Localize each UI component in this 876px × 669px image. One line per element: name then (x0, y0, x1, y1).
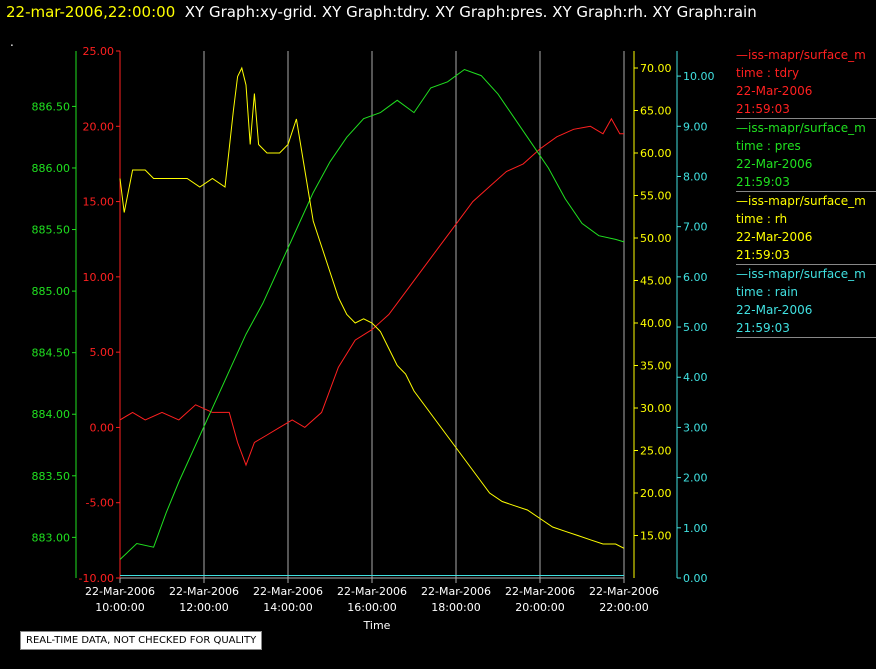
y-tick-label-pres: 884.50 (32, 347, 71, 360)
y-tick-label-rain: 4.00 (683, 371, 708, 384)
legend-time: 21:59:03 (736, 321, 790, 335)
y-tick-label-pres: 883.50 (32, 470, 71, 483)
y-tick-label-tdry: 15.00 (83, 196, 115, 209)
x-tick-time: 12:00:00 (179, 601, 228, 614)
y-tick-label-pres: 885.00 (32, 285, 71, 298)
legend: —iss-mapr/surface_m time : tdry 22-Mar-2… (736, 46, 876, 338)
y-tick-label-rh: 50.00 (640, 232, 672, 245)
x-tick-time: 16:00:00 (347, 601, 396, 614)
y-tick-label-tdry: 0.00 (90, 421, 115, 434)
y-tick-label-rh: 25.00 (640, 445, 672, 458)
x-tick-date: 22-Mar-2006 (253, 585, 323, 598)
legend-variable: time : tdry (736, 66, 800, 80)
x-tick-date: 22-Mar-2006 (337, 585, 407, 598)
x-axis-label: Time (363, 619, 391, 632)
legend-source: —iss-mapr/surface_m (736, 267, 866, 281)
y-tick-label-tdry: -5.00 (86, 497, 114, 510)
x-tick-time: 22:00:00 (599, 601, 648, 614)
x-tick-time: 14:00:00 (263, 601, 312, 614)
legend-variable: time : pres (736, 139, 801, 153)
header-timestamp: 22-mar-2006,22:00:00 (6, 3, 176, 21)
legend-date: 22-Mar-2006 (736, 230, 813, 244)
y-tick-label-pres: 886.50 (32, 100, 71, 113)
y-tick-label-rh: 60.00 (640, 147, 672, 160)
y-tick-label-pres: 884.00 (32, 408, 71, 421)
y-tick-label-rh: 45.00 (640, 275, 672, 288)
x-tick-date: 22-Mar-2006 (85, 585, 155, 598)
y-tick-label-rain: 9.00 (683, 120, 708, 133)
y-tick-label-rain: 1.00 (683, 522, 708, 535)
marker-dot: . (10, 35, 14, 49)
legend-entry-rain: —iss-mapr/surface_m time : rain 22-Mar-2… (736, 265, 876, 338)
series-line-pres (119, 68, 625, 560)
y-tick-label-rain: 7.00 (683, 221, 708, 234)
legend-source: —iss-mapr/surface_m (736, 121, 866, 135)
legend-variable: time : rain (736, 285, 799, 299)
legend-time: 21:59:03 (736, 248, 790, 262)
y-tick-label-rain: 6.00 (683, 271, 708, 284)
legend-entry-rh: —iss-mapr/surface_m time : rh 22-Mar-200… (736, 192, 876, 265)
y-tick-label-tdry: 25.00 (83, 45, 115, 58)
legend-variable: time : rh (736, 212, 788, 226)
legend-date: 22-Mar-2006 (736, 157, 813, 171)
x-tick-date: 22-Mar-2006 (169, 585, 239, 598)
y-tick-label-rh: 20.00 (640, 487, 672, 500)
y-tick-label-rh: 15.00 (640, 530, 672, 543)
y-tick-label-rh: 70.00 (640, 62, 672, 75)
y-tick-label-rh: 65.00 (640, 105, 672, 118)
y-tick-label-rain: 0.00 (683, 572, 708, 585)
y-tick-label-tdry: -10.00 (79, 572, 114, 585)
series-line-rh (119, 66, 625, 549)
legend-time: 21:59:03 (736, 102, 790, 116)
y-tick-label-rain: 8.00 (683, 170, 708, 183)
legend-date: 22-Mar-2006 (736, 84, 813, 98)
y-tick-label-rain: 2.00 (683, 472, 708, 485)
x-tick-date: 22-Mar-2006 (505, 585, 575, 598)
legend-source: —iss-mapr/surface_m (736, 48, 866, 62)
x-tick-time: 20:00:00 (515, 601, 564, 614)
y-tick-label-rain: 3.00 (683, 421, 708, 434)
legend-entry-tdry: —iss-mapr/surface_m time : tdry 22-Mar-2… (736, 46, 876, 119)
y-tick-label-tdry: 20.00 (83, 120, 115, 133)
series-line-tdry (119, 117, 624, 467)
header-graph-list: XY Graph:xy-grid. XY Graph:tdry. XY Grap… (184, 3, 757, 21)
y-tick-label-rh: 35.00 (640, 360, 672, 373)
y-tick-label-tdry: 5.00 (90, 346, 115, 359)
quality-disclaimer: REAL-TIME DATA, NOT CHECKED FOR QUALITY (20, 631, 263, 650)
x-tick-date: 22-Mar-2006 (589, 585, 659, 598)
y-tick-label-rain: 10.00 (683, 70, 715, 83)
legend-source: —iss-mapr/surface_m (736, 194, 866, 208)
x-tick-time: 10:00:00 (95, 601, 144, 614)
legend-date: 22-Mar-2006 (736, 303, 813, 317)
y-tick-label-pres: 886.00 (32, 162, 71, 175)
x-tick-date: 22-Mar-2006 (421, 585, 491, 598)
legend-time: 21:59:03 (736, 175, 790, 189)
y-tick-label-rain: 5.00 (683, 321, 708, 334)
y-tick-label-rh: 40.00 (640, 317, 672, 330)
y-tick-label-rh: 55.00 (640, 190, 672, 203)
y-tick-label-pres: 883.00 (32, 531, 71, 544)
x-tick-time: 18:00:00 (431, 601, 480, 614)
legend-entry-pres: —iss-mapr/surface_m time : pres 22-Mar-2… (736, 119, 876, 192)
header: 22-mar-2006,22:00:00 XY Graph:xy-grid. X… (6, 3, 757, 21)
y-tick-label-pres: 885.50 (32, 224, 71, 237)
y-tick-label-tdry: 10.00 (83, 271, 115, 284)
y-tick-label-rh: 30.00 (640, 402, 672, 415)
